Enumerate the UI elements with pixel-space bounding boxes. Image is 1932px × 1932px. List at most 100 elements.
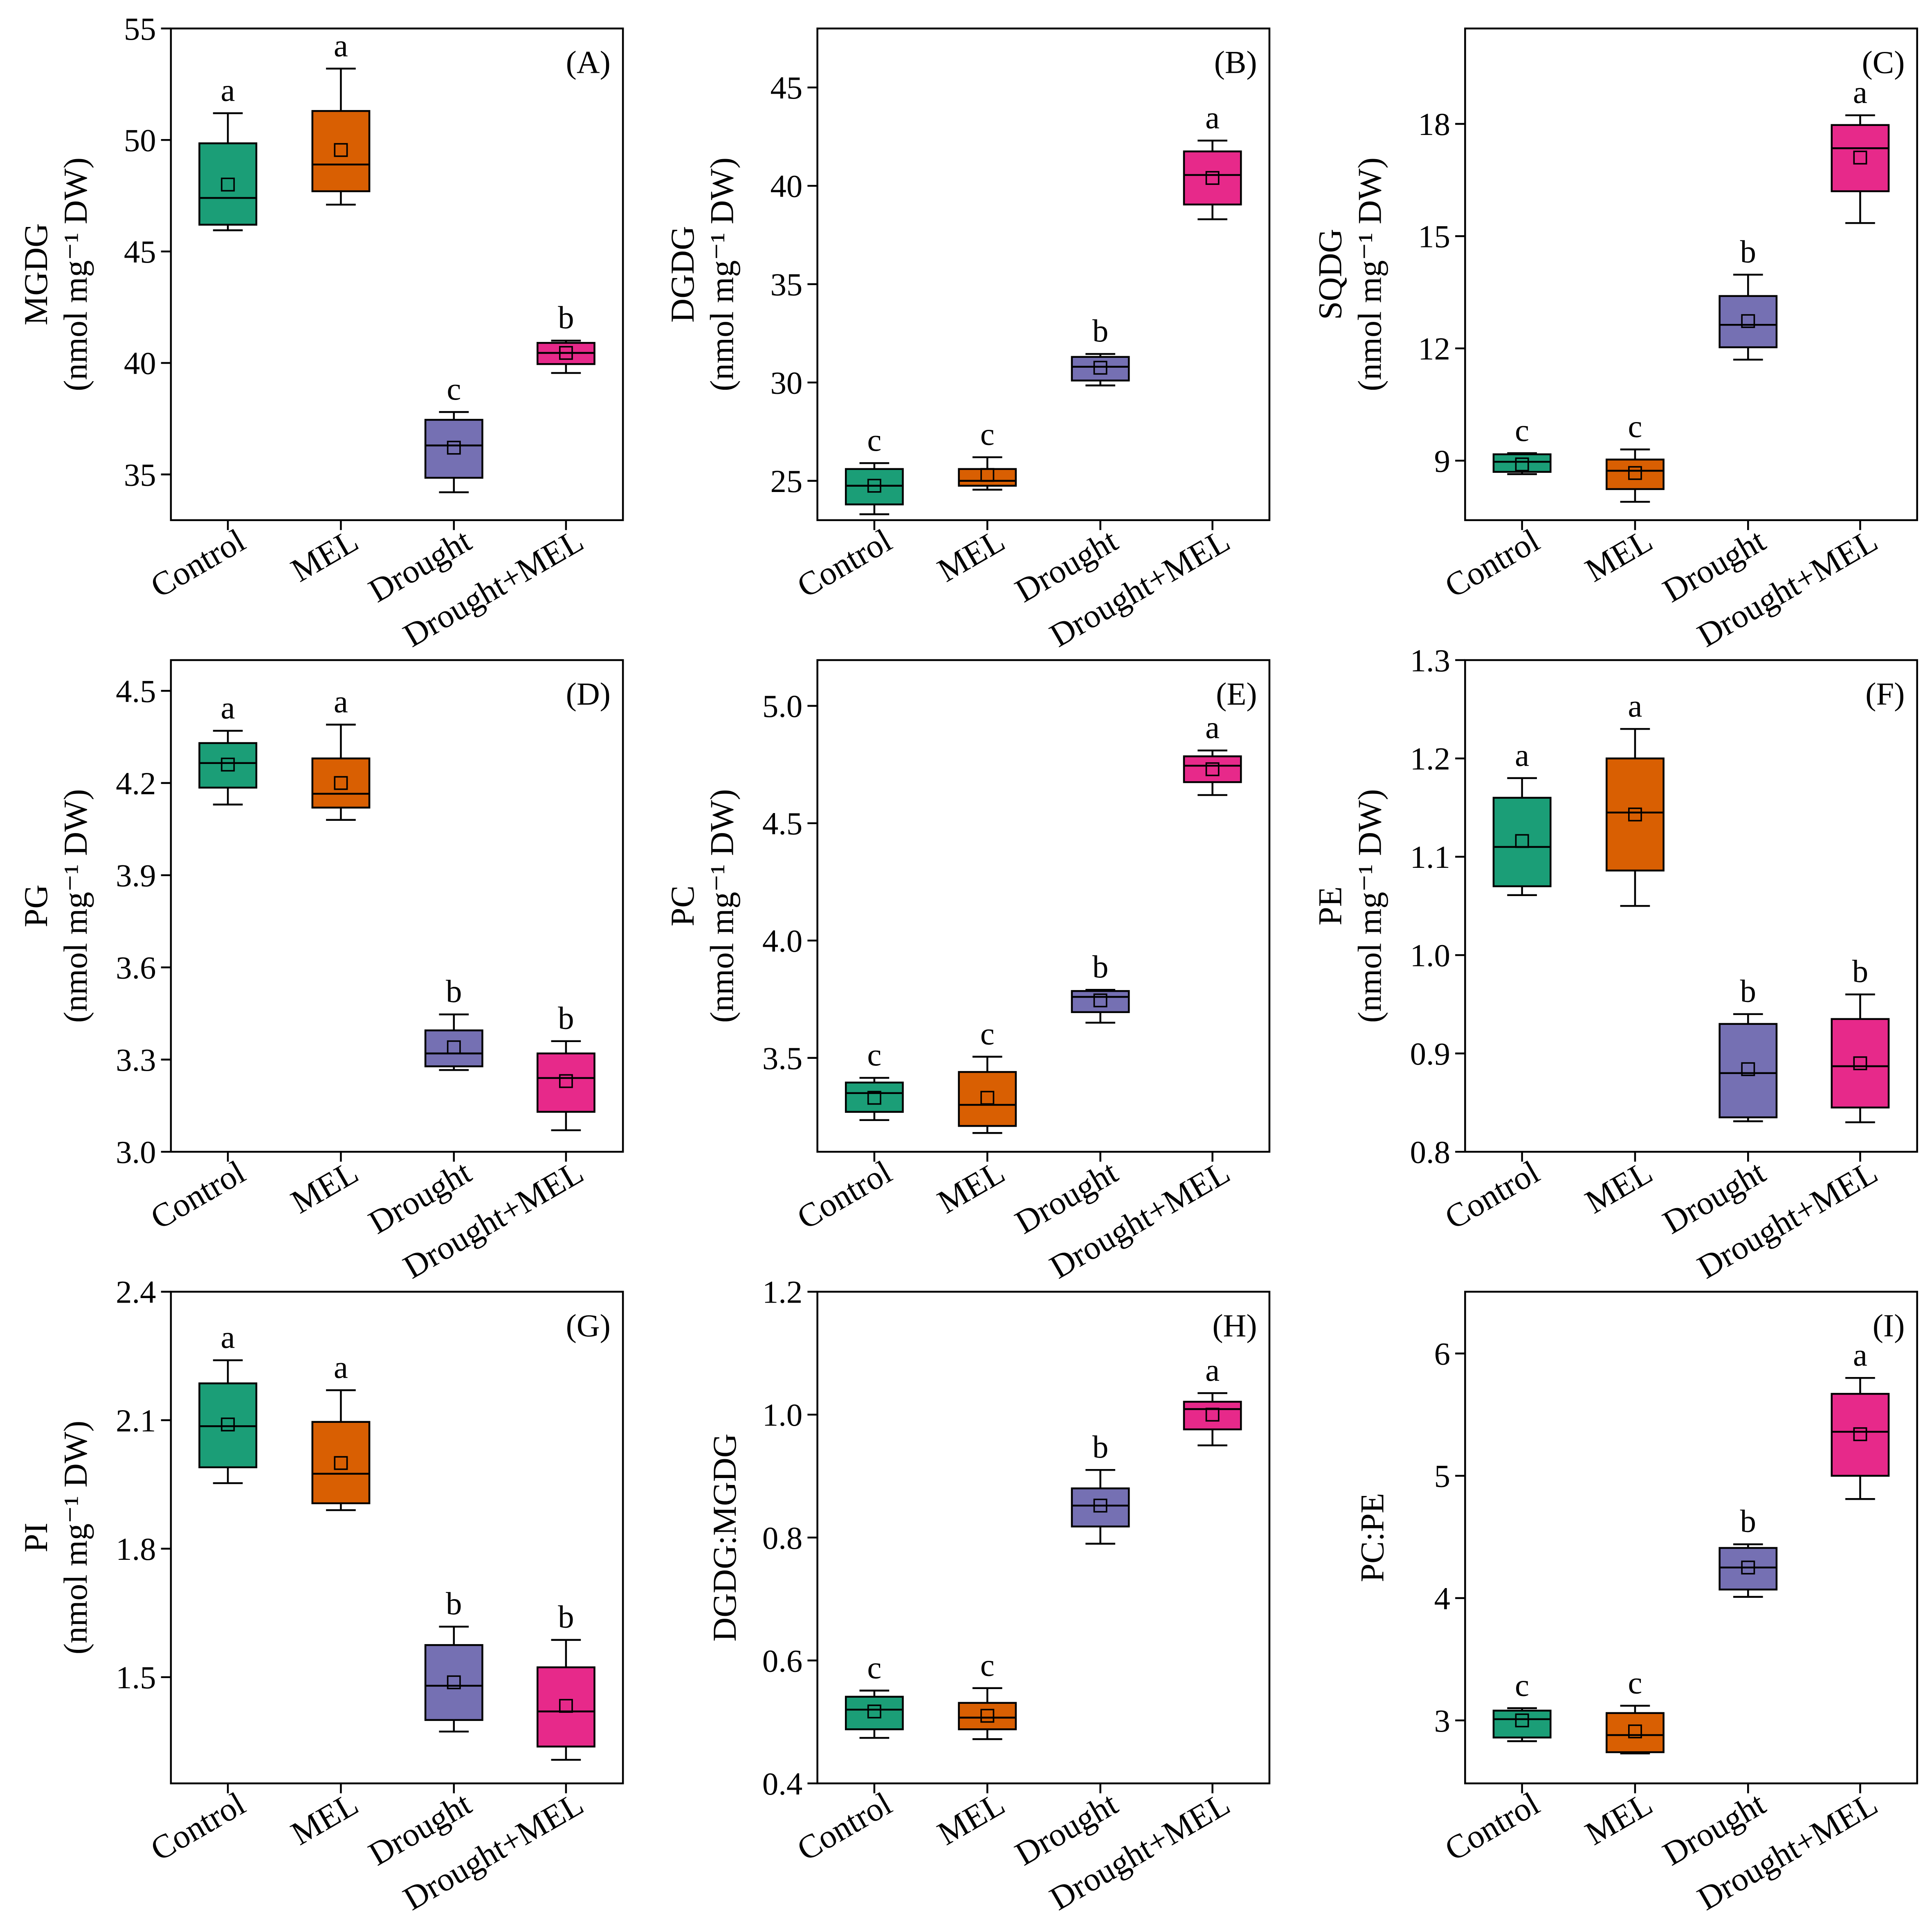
x-tick-label: MEL <box>285 521 364 589</box>
y-tick-label: 3.6 <box>116 950 156 986</box>
y-tick-label: 5.0 <box>762 689 802 724</box>
box-drought-mel: b <box>537 1600 595 1761</box>
significance-letter: c <box>980 1016 995 1052</box>
y-axis-label: PE <box>1312 886 1349 925</box>
y-tick-label: 0.4 <box>762 1766 802 1802</box>
y-axis-unit: (nmol mg⁻¹ DW) <box>57 1421 94 1655</box>
y-tick-label: 2.1 <box>116 1403 156 1439</box>
significance-letter: b <box>558 1600 574 1635</box>
y-tick-label: 1.2 <box>1410 741 1450 777</box>
box-mel: a <box>311 28 371 206</box>
box-drought: b <box>424 1586 483 1733</box>
significance-letter: c <box>1515 413 1529 448</box>
box-drought-mel: a <box>1831 1337 1890 1500</box>
significance-letter: b <box>1740 1504 1756 1539</box>
iqr-box <box>1719 1023 1778 1119</box>
x-tick-label: Control <box>791 521 898 605</box>
significance-letter: b <box>558 1000 574 1036</box>
y-tick-label: 1.0 <box>1410 938 1450 974</box>
box-mel: c <box>958 417 1017 491</box>
y-tick-label: 40 <box>124 346 156 382</box>
y-tick-label: 0.9 <box>1410 1036 1450 1072</box>
iqr-box <box>1606 1712 1665 1753</box>
box-control: c <box>1492 1667 1552 1742</box>
box-drought: b <box>424 974 483 1071</box>
y-axis-unit: (nmol mg⁻¹ DW) <box>703 157 741 391</box>
y-tick-label: 1.3 <box>1410 643 1450 678</box>
mean-marker <box>221 1418 235 1432</box>
box-mel: c <box>1606 409 1665 503</box>
y-axis-label: DGDG:MGDG <box>706 1433 743 1642</box>
iqr-box <box>1071 356 1130 382</box>
x-tick-label: Control <box>791 1153 898 1237</box>
mean-marker <box>1205 762 1220 776</box>
mean-marker <box>980 468 995 482</box>
y-axis-unit: (nmol mg⁻¹ DW) <box>57 789 94 1023</box>
significance-letter: b <box>1092 313 1108 349</box>
x-tick-label: Control <box>144 1785 252 1868</box>
box-control: a <box>198 73 258 231</box>
mean-marker <box>559 346 573 360</box>
box-mel: a <box>1606 688 1665 907</box>
y-axis-label: MGDG <box>17 223 54 326</box>
plot-frame <box>1464 1291 1918 1784</box>
panel-i: 3456PC:PE(I)cControlcMELbDroughtaDrought… <box>1354 1291 1918 1917</box>
panel-g: 1.5 1.8 2.1 2.4 PI (nmol mg⁻¹ DW) (G) a Control a… <box>17 1275 624 1917</box>
iqr-box <box>958 1071 1017 1127</box>
box-drought-mel: a <box>1183 100 1242 220</box>
mean-marker <box>1741 1560 1755 1575</box>
iqr-box <box>1831 1393 1890 1477</box>
box-mel: c <box>958 1016 1017 1134</box>
y-tick-label: 3 <box>1434 1703 1450 1739</box>
significance-letter: a <box>1853 1337 1867 1373</box>
panel-label: (E) <box>1216 676 1257 712</box>
mean-marker <box>1515 457 1529 472</box>
significance-letter: c <box>1628 409 1642 445</box>
panel-label: (H) <box>1212 1308 1257 1343</box>
significance-letter: a <box>221 690 235 726</box>
x-tick-label: MEL <box>931 1785 1011 1852</box>
y-axis-unit: (nmol mg⁻¹ DW) <box>1351 789 1388 1023</box>
mean-marker <box>334 1456 348 1470</box>
y-tick-label: 4.2 <box>116 766 156 802</box>
iqr-box <box>311 110 371 192</box>
iqr-box <box>845 1696 904 1730</box>
iqr-box <box>845 1081 904 1113</box>
significance-letter: c <box>1515 1667 1529 1703</box>
y-tick-label: 15 <box>1418 219 1450 255</box>
iqr-box <box>198 742 258 789</box>
plot-frame <box>816 27 1271 521</box>
significance-letter: a <box>1628 688 1642 724</box>
significance-letter: c <box>867 422 881 458</box>
iqr-box <box>1183 1401 1242 1431</box>
mean-marker <box>980 1709 995 1723</box>
y-axis-label: PC <box>664 885 701 926</box>
plot-frame <box>1464 659 1918 1153</box>
y-tick-label: 25 <box>771 464 803 499</box>
significance-letter: c <box>867 1650 881 1685</box>
y-tick-label: 2.4 <box>116 1275 156 1310</box>
box-drought: b <box>1071 313 1130 386</box>
iqr-box <box>1831 124 1890 192</box>
y-tick-label: 45 <box>124 234 156 270</box>
significance-letter: c <box>447 371 461 407</box>
significance-letter: a <box>221 1320 235 1355</box>
y-tick-label: 4.5 <box>762 806 802 842</box>
mean-marker <box>867 1704 881 1719</box>
mean-marker <box>221 177 235 192</box>
mean-marker <box>334 776 348 790</box>
y-tick-label: 45 <box>771 70 803 106</box>
mean-marker <box>1093 1498 1108 1513</box>
significance-letter: b <box>1740 973 1756 1009</box>
box-drought: b <box>1719 973 1778 1122</box>
x-tick-label: Control <box>1438 1785 1546 1868</box>
box-control: a <box>198 1320 258 1484</box>
y-tick-label: 35 <box>771 267 803 303</box>
box-drought: b <box>1719 234 1778 361</box>
y-tick-label: 0.8 <box>1410 1134 1450 1170</box>
significance-letter: a <box>334 684 348 720</box>
y-axis-label: PI <box>17 1523 54 1552</box>
box-control: c <box>845 1650 904 1739</box>
plot-frame <box>1464 27 1918 521</box>
